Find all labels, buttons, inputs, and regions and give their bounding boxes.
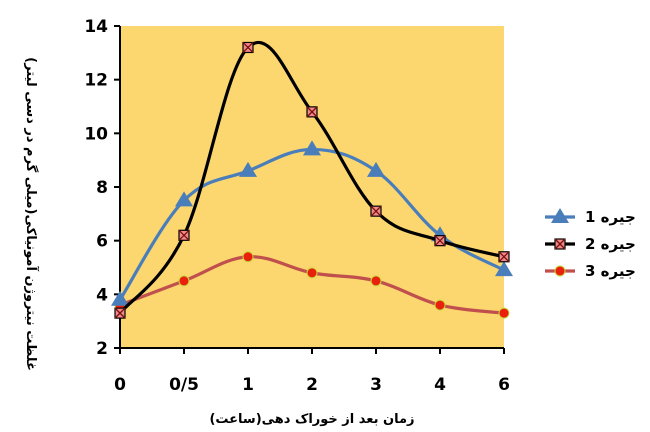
y-tick-label: 2 xyxy=(96,339,108,359)
legend-marker xyxy=(551,208,569,223)
legend-label: جیره 2 xyxy=(585,235,636,253)
marker-cross xyxy=(306,106,318,118)
legend: جیره 1 جیره 2 جیره 3 xyxy=(545,208,636,280)
legend-label: جیره 3 xyxy=(585,262,636,280)
series-layer xyxy=(111,40,513,319)
x-tick-label: 3 xyxy=(370,375,382,395)
data-point xyxy=(306,267,318,279)
y-tick-label: 10 xyxy=(84,124,108,144)
legend-item-2: جیره 2 xyxy=(545,235,636,253)
x-tick-label: 0 xyxy=(114,375,126,395)
data-point xyxy=(434,299,446,311)
data-point xyxy=(111,290,129,306)
legend-item-3: جیره 3 xyxy=(545,262,636,280)
x-tick-label: 6 xyxy=(498,375,510,395)
data-point xyxy=(114,307,126,319)
data-point xyxy=(434,235,446,247)
marker-cross xyxy=(370,205,382,217)
marker-cross xyxy=(498,251,510,263)
y-tick-label: 4 xyxy=(96,285,108,305)
plot-area xyxy=(120,26,504,348)
marker-cross xyxy=(178,229,190,241)
marker-cross xyxy=(434,235,446,247)
x-tick-label: 2 xyxy=(306,375,318,395)
data-point xyxy=(242,41,254,54)
y-tick-label: 12 xyxy=(84,71,108,91)
y-tick-labels: 2 4 6 8 10 12 14 xyxy=(84,17,108,359)
x-tick-label: 4 xyxy=(434,375,446,395)
legend-marker xyxy=(554,238,566,250)
data-point xyxy=(370,275,382,287)
legend-label: جیره 1 xyxy=(585,208,636,226)
x-tick-label: 1 xyxy=(242,375,254,395)
data-point xyxy=(370,205,382,217)
y-tick-label: 6 xyxy=(96,232,108,252)
y-tick-label: 8 xyxy=(96,178,108,198)
data-point xyxy=(178,229,190,241)
x-tick-labels: 0 0/5 1 2 3 4 6 xyxy=(114,375,510,395)
data-point xyxy=(367,161,385,177)
data-point xyxy=(242,251,254,263)
legend-item-1: جیره 1 xyxy=(545,208,636,226)
y-axis-title: غلظت نیتروژن آمونیاکی(میلی گرم در دسی لی… xyxy=(23,57,40,371)
data-point xyxy=(495,261,513,277)
data-point xyxy=(178,275,190,287)
x-tick-label: 0/5 xyxy=(169,375,199,395)
data-point xyxy=(303,140,321,156)
data-point xyxy=(498,251,510,263)
marker-cross xyxy=(242,42,254,53)
data-point xyxy=(498,307,510,319)
data-point xyxy=(306,106,318,118)
data-point xyxy=(239,161,257,177)
legend-marker xyxy=(554,265,566,277)
marker-cross xyxy=(554,238,566,250)
marker-cross xyxy=(114,307,126,319)
data-point xyxy=(175,191,193,207)
series-2 xyxy=(114,40,510,319)
x-axis-title: زمان بعد از خوراک دهی(ساعت) xyxy=(209,412,414,427)
y-tick-label: 14 xyxy=(84,17,108,37)
